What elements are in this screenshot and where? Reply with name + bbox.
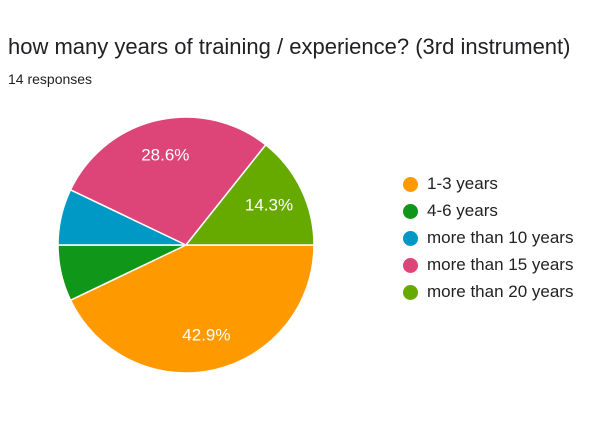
- legend: 1-3 years 4-6 years more than 10 years more…: [403, 174, 574, 301]
- slice-percent-label: 28.6%: [141, 146, 189, 165]
- slice-percent-label: 14.3%: [245, 196, 293, 215]
- legend-label: more than 15 years: [427, 255, 574, 274]
- legend-swatch-icon: [403, 176, 418, 192]
- legend-item-more-than-20-years: more than 20 years: [403, 282, 574, 301]
- pie-slice-more-than-15-years[interactable]: [69, 116, 267, 246]
- chart-title: how many years of training / experience?…: [8, 34, 571, 59]
- response-count: 14 responses: [8, 71, 93, 87]
- slice-percent-label: 42.9%: [182, 325, 230, 344]
- legend-item-more-than-10-years: more than 10 years: [403, 228, 574, 247]
- pie-slice-more-than-20-years[interactable]: [185, 144, 315, 246]
- legend-label: more than 10 years: [427, 228, 574, 247]
- legend-item-1-3-years: 1-3 years: [403, 174, 573, 193]
- legend-item-more-than-15-years: more than 15 years: [403, 255, 574, 274]
- legend-swatch-icon: [403, 257, 418, 273]
- legend-label: more than 20 years: [427, 282, 574, 301]
- pie-slice-1-3-years[interactable]: [69, 244, 315, 374]
- legend-swatch-icon: [403, 230, 418, 246]
- legend-label: 1-3 years: [427, 174, 498, 193]
- legend-swatch-icon: [403, 203, 418, 219]
- legend-label: 4-6 years: [427, 201, 498, 220]
- legend-swatch-icon: [403, 284, 418, 300]
- legend-item-4-6-years: 4-6 years: [403, 201, 573, 220]
